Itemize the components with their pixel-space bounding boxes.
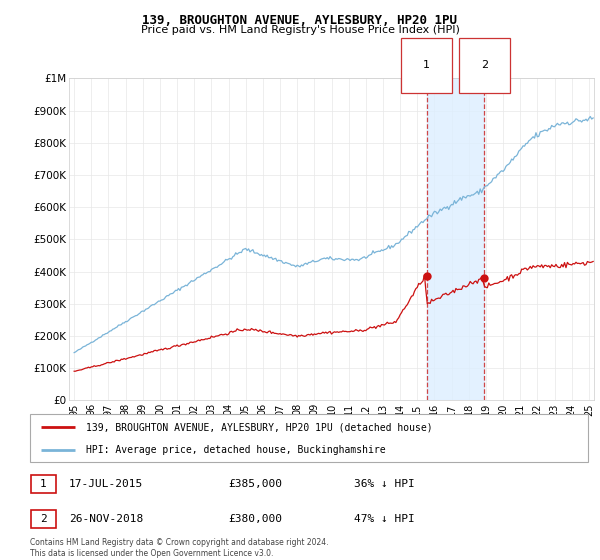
Text: Contains HM Land Registry data © Crown copyright and database right 2024.
This d: Contains HM Land Registry data © Crown c… (30, 538, 329, 558)
FancyBboxPatch shape (31, 510, 56, 528)
Text: 1: 1 (423, 60, 430, 71)
Text: 26-NOV-2018: 26-NOV-2018 (69, 514, 143, 524)
Text: £385,000: £385,000 (228, 479, 282, 489)
Text: £380,000: £380,000 (228, 514, 282, 524)
Text: Price paid vs. HM Land Registry's House Price Index (HPI): Price paid vs. HM Land Registry's House … (140, 25, 460, 35)
Text: 139, BROUGHTON AVENUE, AYLESBURY, HP20 1PU (detached house): 139, BROUGHTON AVENUE, AYLESBURY, HP20 1… (86, 422, 433, 432)
Text: 2: 2 (40, 514, 47, 524)
Text: 2: 2 (481, 60, 488, 71)
FancyBboxPatch shape (31, 475, 56, 493)
FancyBboxPatch shape (30, 414, 588, 462)
Text: 47% ↓ HPI: 47% ↓ HPI (354, 514, 415, 524)
Text: 36% ↓ HPI: 36% ↓ HPI (354, 479, 415, 489)
Text: 17-JUL-2015: 17-JUL-2015 (69, 479, 143, 489)
Text: 139, BROUGHTON AVENUE, AYLESBURY, HP20 1PU: 139, BROUGHTON AVENUE, AYLESBURY, HP20 1… (143, 14, 458, 27)
Text: 1: 1 (40, 479, 47, 489)
Bar (427, 78, 484, 400)
Text: HPI: Average price, detached house, Buckinghamshire: HPI: Average price, detached house, Buck… (86, 445, 385, 455)
